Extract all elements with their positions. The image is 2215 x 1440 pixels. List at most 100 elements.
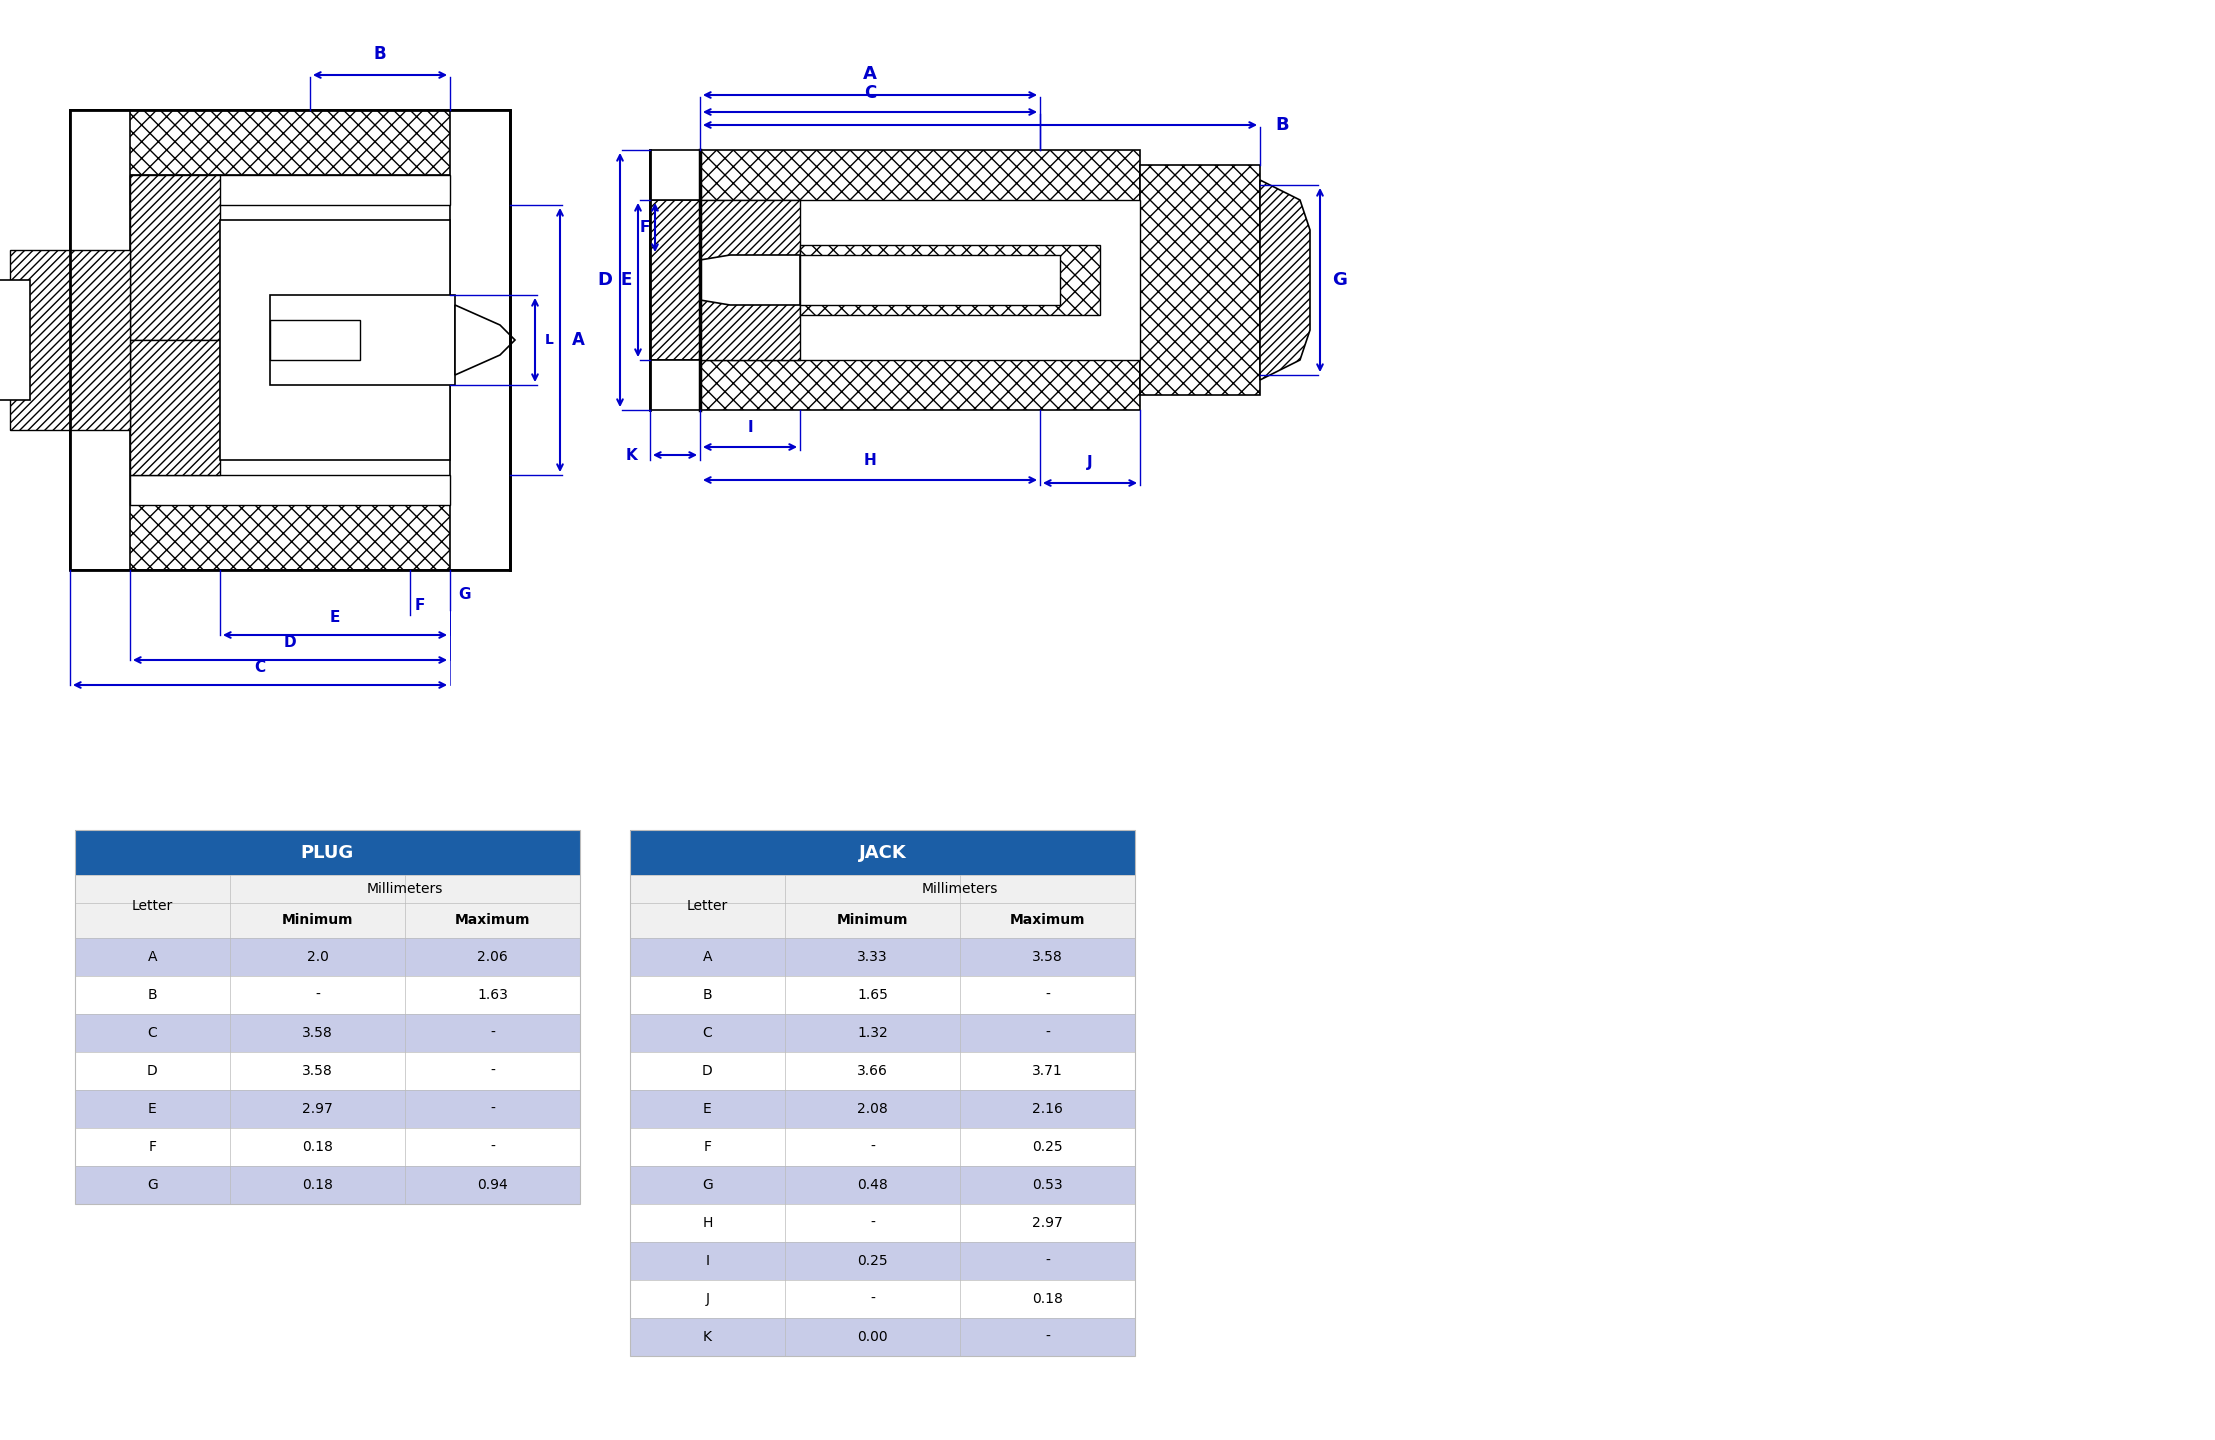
Text: Millimeters: Millimeters — [368, 881, 443, 896]
Bar — [959, 1166, 1134, 1204]
Text: D: D — [598, 271, 614, 289]
Bar — [629, 937, 784, 976]
Bar — [629, 829, 1134, 876]
Bar — [405, 976, 580, 1014]
Text: E: E — [702, 1102, 711, 1116]
Bar — [784, 976, 959, 1014]
Bar — [629, 1090, 784, 1128]
Bar — [405, 1166, 580, 1204]
Bar — [629, 1166, 784, 1204]
Text: 1.65: 1.65 — [857, 988, 888, 1002]
Bar — [75, 1053, 230, 1090]
Bar — [405, 1014, 580, 1053]
Text: -: - — [490, 1064, 494, 1079]
Bar — [700, 150, 1141, 204]
Bar — [230, 976, 405, 1014]
Bar — [230, 937, 405, 976]
Text: B: B — [374, 45, 385, 63]
Bar — [405, 903, 580, 937]
Text: 0.53: 0.53 — [1032, 1178, 1063, 1192]
Bar — [75, 1014, 230, 1053]
Bar — [959, 903, 1134, 937]
Bar — [629, 829, 1134, 1356]
Text: -: - — [870, 1140, 875, 1153]
Text: F: F — [414, 598, 425, 613]
Text: C: C — [702, 1025, 713, 1040]
Text: -: - — [1045, 988, 1050, 1002]
Text: E: E — [330, 611, 341, 625]
Text: Millimeters: Millimeters — [921, 881, 999, 896]
Bar — [800, 255, 1061, 305]
Bar — [959, 1204, 1134, 1241]
Bar — [405, 1128, 580, 1166]
Bar — [629, 1014, 784, 1053]
Bar — [784, 1241, 959, 1280]
Bar — [75, 829, 580, 1204]
Text: PLUG: PLUG — [301, 844, 354, 861]
Text: JACK: JACK — [859, 844, 906, 861]
Polygon shape — [1260, 180, 1309, 380]
Text: D: D — [284, 635, 297, 649]
Bar — [784, 903, 959, 937]
Text: Maximum: Maximum — [454, 913, 529, 927]
Bar — [629, 1204, 784, 1241]
Bar — [75, 937, 230, 976]
Bar — [784, 1128, 959, 1166]
Bar — [784, 1166, 959, 1204]
Text: A: A — [702, 950, 713, 963]
Bar — [131, 475, 450, 505]
Text: 3.33: 3.33 — [857, 950, 888, 963]
Bar — [700, 200, 800, 360]
Text: 2.97: 2.97 — [1032, 1215, 1063, 1230]
Text: 0.18: 0.18 — [1032, 1292, 1063, 1306]
Bar — [629, 976, 784, 1014]
Bar — [959, 976, 1134, 1014]
Polygon shape — [700, 255, 800, 305]
Text: A: A — [148, 950, 157, 963]
Text: -: - — [490, 1102, 494, 1116]
Text: G: G — [459, 588, 470, 602]
Bar — [0, 279, 31, 400]
Text: 0.25: 0.25 — [857, 1254, 888, 1269]
Text: 3.58: 3.58 — [1032, 950, 1063, 963]
Text: J: J — [1088, 455, 1092, 469]
Text: B: B — [702, 988, 713, 1002]
Bar — [71, 505, 509, 570]
Text: H: H — [702, 1215, 713, 1230]
Bar — [405, 1090, 580, 1128]
Text: -: - — [1045, 1254, 1050, 1269]
Bar — [75, 829, 580, 876]
Text: Maximum: Maximum — [1010, 913, 1085, 927]
Text: 2.0: 2.0 — [306, 950, 328, 963]
Bar — [784, 1014, 959, 1053]
Text: D: D — [146, 1064, 157, 1079]
Bar — [230, 1014, 405, 1053]
Text: F: F — [148, 1140, 157, 1153]
Text: -: - — [315, 988, 319, 1002]
Text: D: D — [702, 1064, 713, 1079]
Bar — [405, 1053, 580, 1090]
Bar — [649, 200, 700, 360]
Polygon shape — [454, 305, 516, 374]
Bar — [405, 937, 580, 976]
Bar — [230, 1128, 405, 1166]
Bar — [230, 1053, 405, 1090]
Text: -: - — [870, 1215, 875, 1230]
Bar — [784, 1280, 959, 1318]
Bar — [270, 295, 454, 384]
Bar — [219, 220, 450, 459]
Text: I: I — [707, 1254, 709, 1269]
Bar — [959, 1053, 1134, 1090]
Bar — [270, 320, 361, 360]
Text: Minimum: Minimum — [281, 913, 352, 927]
Text: 0.94: 0.94 — [476, 1178, 507, 1192]
Bar — [75, 976, 230, 1014]
Bar — [629, 876, 784, 937]
Text: 3.66: 3.66 — [857, 1064, 888, 1079]
Bar — [450, 109, 509, 570]
Text: 2.16: 2.16 — [1032, 1102, 1063, 1116]
Bar — [959, 1318, 1134, 1356]
Bar — [1141, 166, 1260, 395]
Text: 2.06: 2.06 — [476, 950, 507, 963]
Bar — [629, 1053, 784, 1090]
